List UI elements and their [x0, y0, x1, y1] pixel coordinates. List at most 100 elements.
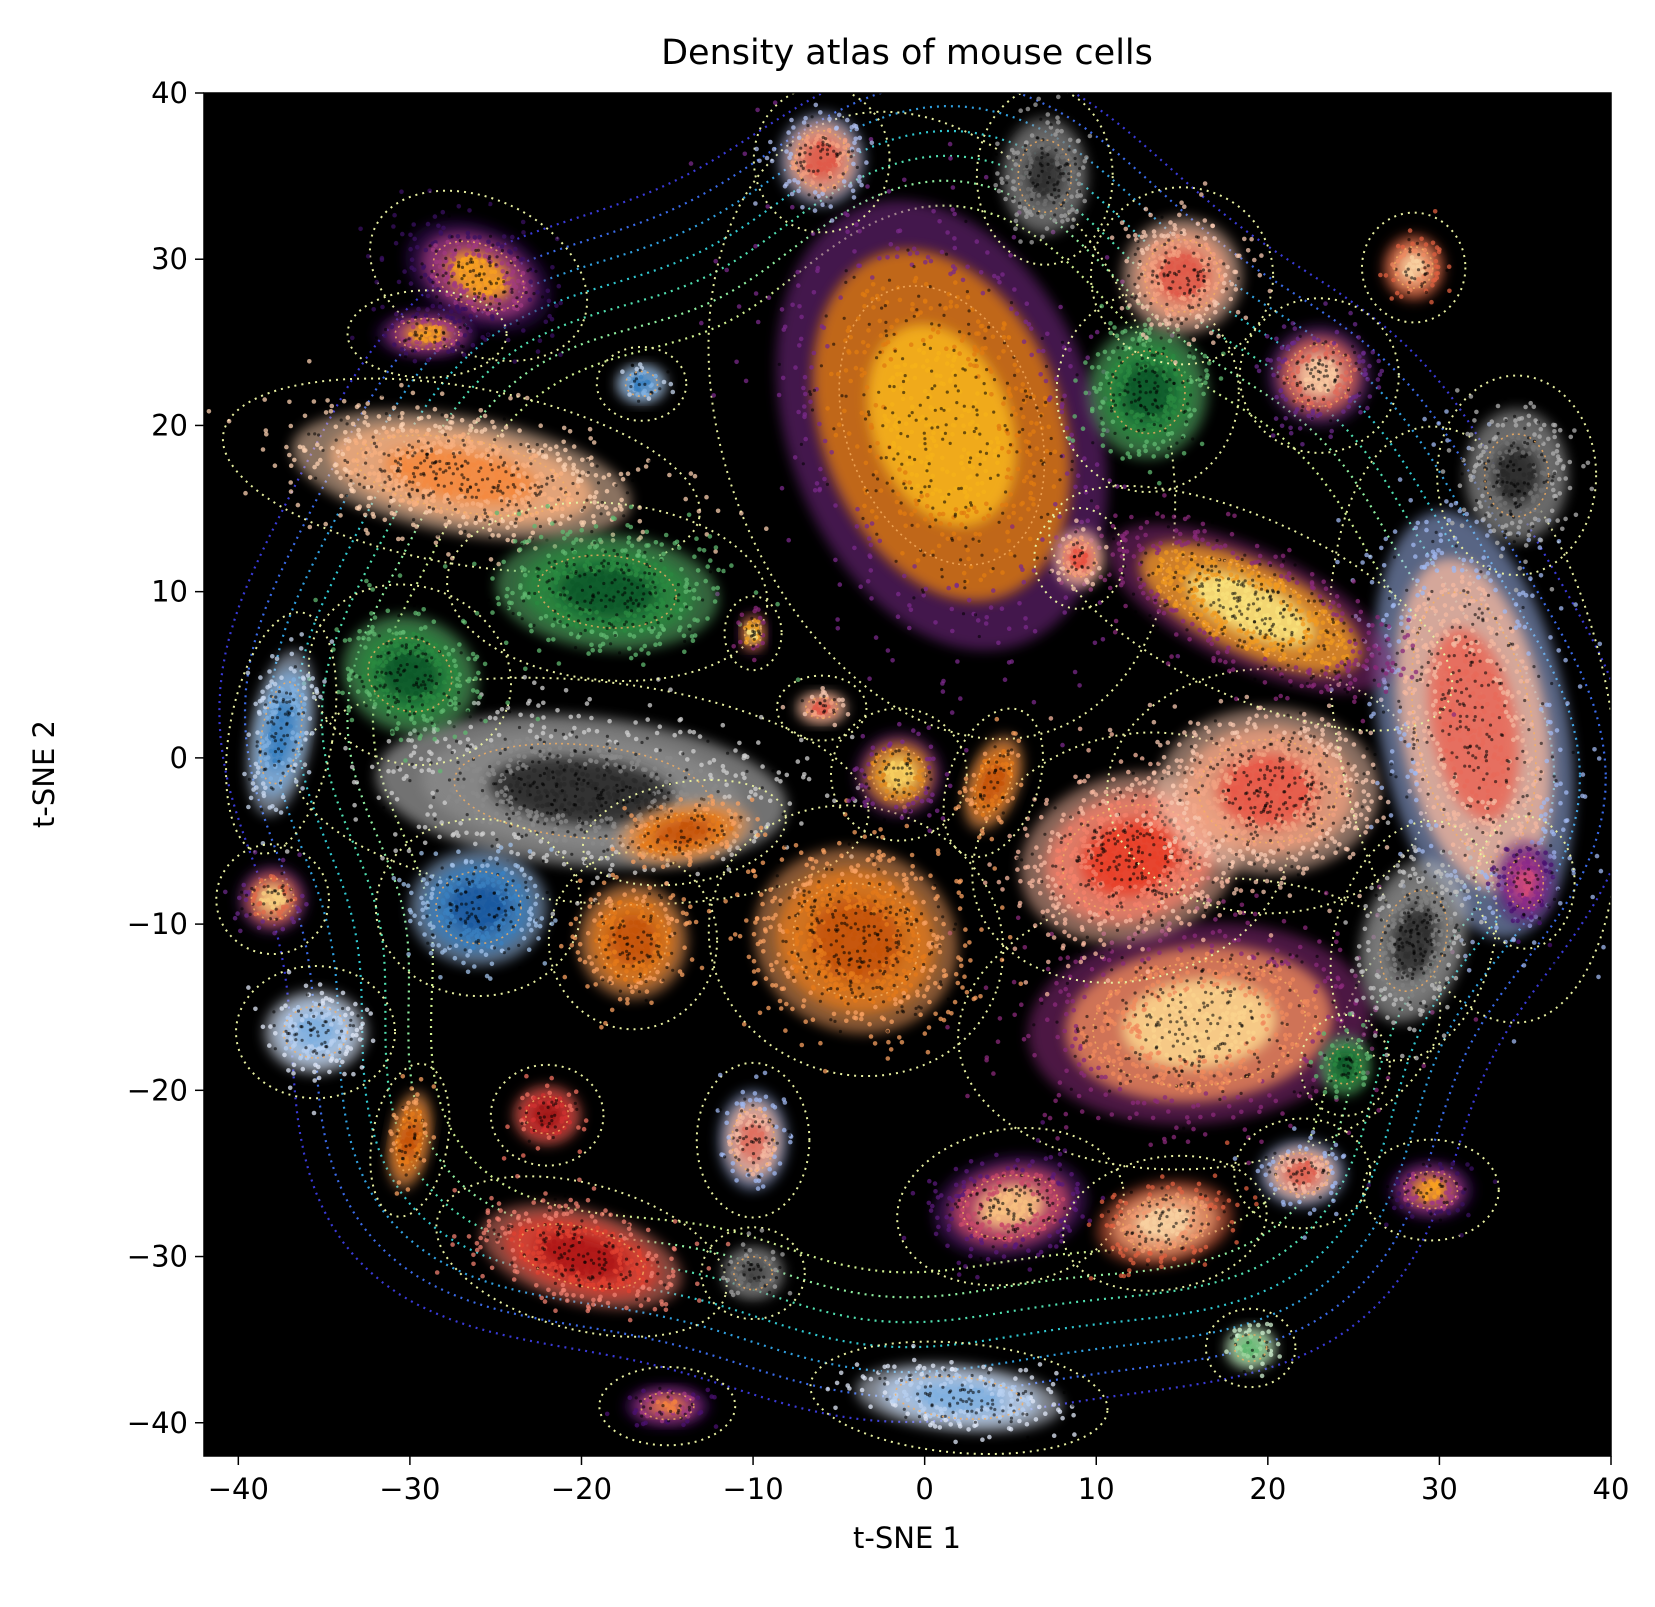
cell-point — [417, 825, 422, 830]
cell-point — [1539, 707, 1544, 712]
cell-point — [968, 309, 971, 312]
cell-point — [1433, 689, 1438, 694]
cell-point — [1091, 888, 1094, 891]
cell-point — [1267, 1093, 1272, 1098]
cell-point — [995, 436, 1000, 441]
cell-point — [1469, 559, 1474, 564]
cell-point — [1137, 781, 1142, 786]
cell-point — [1230, 954, 1233, 957]
cell-point — [1254, 894, 1259, 899]
cell-point — [1173, 836, 1178, 841]
cell-point — [1266, 811, 1269, 814]
cell-point — [1142, 780, 1147, 785]
cell-point — [1008, 253, 1013, 258]
cell-point — [1308, 757, 1313, 762]
cell-point — [1069, 816, 1072, 819]
cell-point — [636, 795, 639, 798]
cell-point — [499, 789, 504, 794]
cell-point — [1098, 911, 1103, 916]
cell-point — [658, 724, 663, 729]
cell-point — [930, 550, 935, 555]
cell-point — [1234, 797, 1237, 800]
cell-point — [1312, 997, 1317, 1002]
cell-point — [529, 784, 532, 787]
cell-point — [1078, 727, 1083, 732]
cell-point — [1487, 906, 1492, 911]
cell-point — [1101, 818, 1106, 823]
cell-point — [562, 838, 567, 843]
cell-point — [930, 474, 935, 479]
cell-point — [986, 514, 991, 519]
cell-point — [712, 758, 717, 763]
cell-point — [1080, 1109, 1085, 1114]
cell-point — [600, 804, 603, 807]
cell-point — [1320, 787, 1323, 790]
cell-point — [1274, 817, 1277, 820]
cell-point — [1337, 842, 1342, 847]
cell-point — [1193, 759, 1196, 762]
cell-point — [1094, 1026, 1097, 1029]
cell-point — [1271, 850, 1276, 855]
cell-point — [1119, 1062, 1124, 1067]
cell-point — [879, 333, 884, 338]
cell-point — [1543, 812, 1548, 817]
cell-point — [451, 751, 454, 754]
cell-point — [1212, 767, 1215, 770]
cell-point — [1236, 938, 1241, 943]
cell-point — [1309, 735, 1312, 738]
cell-point — [1187, 922, 1192, 927]
cell-point — [942, 314, 945, 317]
cell-point — [1461, 650, 1466, 655]
cell-point — [1288, 808, 1293, 813]
cell-point — [1266, 768, 1269, 771]
cell-point — [583, 751, 586, 754]
cell-point — [981, 291, 986, 296]
cell-point — [469, 745, 472, 748]
cell-point — [1228, 863, 1231, 866]
cell-point — [1172, 1135, 1177, 1140]
cell-point — [1152, 802, 1157, 807]
cell-point — [1082, 836, 1087, 841]
cell-point — [1151, 787, 1156, 792]
cell-point — [790, 303, 795, 308]
cell-point — [1325, 844, 1330, 849]
cell-point — [1219, 898, 1222, 901]
cell-point — [1259, 1105, 1264, 1110]
cell-point — [1088, 1055, 1091, 1058]
cell-point — [655, 776, 660, 781]
cell-point — [1060, 841, 1063, 844]
cell-point — [900, 551, 905, 556]
cell-point — [907, 603, 912, 608]
cell-point — [1077, 855, 1080, 858]
cell-point — [1127, 865, 1130, 868]
cell-point — [1095, 462, 1100, 467]
cell-point — [1013, 363, 1018, 368]
cell-point — [984, 985, 989, 990]
cell-point — [845, 269, 848, 272]
cell-point — [1116, 787, 1121, 792]
cell-point — [517, 777, 520, 780]
cell-point — [533, 750, 538, 755]
cell-point — [1098, 803, 1101, 806]
cell-point — [582, 779, 585, 782]
cell-point — [603, 774, 606, 777]
cell-point — [1327, 909, 1332, 914]
cell-point — [1174, 1125, 1179, 1130]
cell-point — [1075, 859, 1078, 862]
cell-point — [1213, 917, 1218, 922]
cell-point — [1142, 913, 1147, 918]
cell-point — [607, 719, 612, 724]
cell-point — [974, 427, 977, 430]
cell-point — [1127, 1022, 1132, 1027]
cell-point — [458, 821, 463, 826]
cell-point — [847, 431, 852, 436]
cell-point — [1278, 885, 1283, 890]
cell-point — [1415, 579, 1420, 584]
cell-point — [607, 770, 612, 775]
cell-point — [921, 588, 924, 591]
cell-point — [874, 515, 879, 520]
cell-point — [453, 725, 456, 728]
cell-point — [508, 710, 511, 713]
cell-point — [581, 822, 584, 825]
cell-point — [611, 776, 616, 781]
